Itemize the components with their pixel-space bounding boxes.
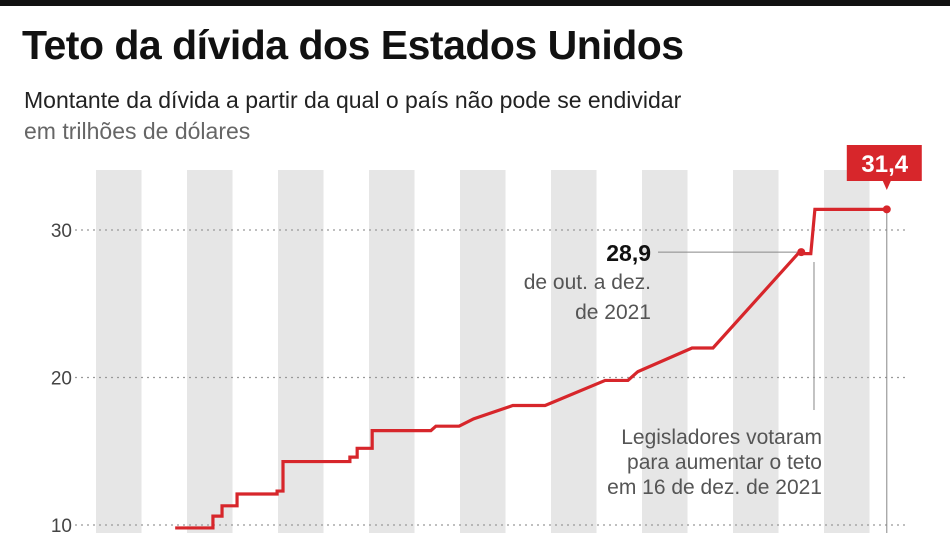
annotation-text: para aumentar o teto [627,451,822,474]
year-band [369,170,415,533]
year-band [824,170,870,533]
debt-ceiling-line [175,207,887,530]
callout-value: 31,4 [861,151,908,178]
annotation-text: Legisladores votaram [621,426,822,449]
annotation-text: de 2021 [575,301,651,324]
year-band [278,170,324,533]
annotation-text: em 16 de dez. de 2021 [607,476,822,499]
year-band [187,170,233,533]
y-tick-label: 30 [51,221,72,242]
value-callout [846,145,922,190]
annotation-value: 28,9 [606,240,651,266]
annotation-text: de out. a dez. [524,271,651,294]
year-band [96,170,142,533]
data-point-31-4 [882,205,891,214]
data-point-28-9 [797,248,806,257]
y-tick-label: 20 [51,369,72,390]
y-tick-label: 10 [51,516,72,533]
chart-subtitle: Montante da dívida a partir da qual o pa… [24,87,682,113]
year-band [551,170,597,533]
year-band [460,170,506,533]
year-band [733,170,779,533]
unit-label: em trilhões de dólares [24,118,251,144]
top-bar [0,0,950,6]
chart-title: Teto da dívida dos Estados Unidos [22,22,684,68]
